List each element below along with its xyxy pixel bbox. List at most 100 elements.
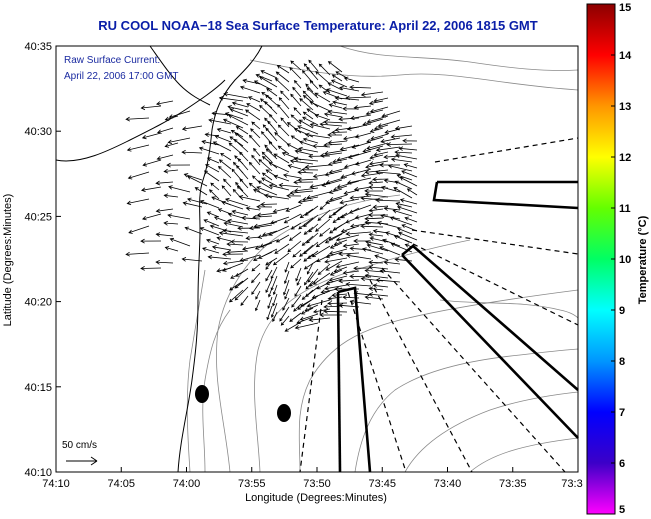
current-vector — [338, 251, 360, 257]
current-vector — [252, 188, 273, 199]
current-vector — [217, 208, 232, 215]
current-vector — [125, 116, 150, 122]
current-vector — [315, 218, 331, 232]
current-vector — [212, 141, 232, 152]
current-vector — [155, 208, 174, 214]
current-vector — [316, 254, 331, 263]
current-vector — [155, 100, 174, 106]
current-vector — [248, 161, 261, 175]
current-timestamp: April 22, 2006 17:00 GMT — [64, 71, 179, 82]
current-vector — [278, 182, 302, 188]
current-vector — [372, 204, 389, 210]
current-vector — [292, 249, 302, 258]
current-vector — [297, 177, 319, 183]
current-vector — [245, 206, 261, 211]
current-vector — [298, 217, 314, 230]
current-vector — [330, 79, 348, 88]
current-vector — [268, 141, 278, 151]
current-vector — [298, 119, 314, 129]
current-label: Raw Surface Current: — [64, 55, 160, 66]
current-vector — [336, 212, 348, 221]
current-vector — [331, 130, 348, 135]
current-vector — [251, 121, 261, 130]
current-vector — [366, 115, 389, 124]
current-vector — [229, 108, 249, 117]
current-vector — [306, 232, 319, 244]
current-vector — [360, 91, 384, 97]
colorbar-tick-label: 12 — [619, 152, 631, 164]
current-vector — [327, 161, 343, 167]
current-vector — [360, 196, 384, 201]
current-vector — [327, 61, 343, 73]
current-vector — [228, 114, 249, 126]
current-vector — [250, 128, 261, 139]
x-tick-label: 73:55 — [238, 478, 266, 490]
current-vector — [365, 240, 384, 246]
colorbar-tick-label: 6 — [619, 458, 625, 470]
current-vector — [223, 92, 249, 99]
current-vector — [261, 177, 278, 187]
current-vector — [321, 179, 343, 187]
current-vector — [349, 114, 372, 121]
current-vector — [187, 197, 208, 205]
current-vector — [354, 213, 372, 220]
current-vector — [289, 159, 314, 165]
current-vector — [270, 266, 278, 280]
current-vector — [169, 237, 191, 247]
current-vector — [234, 132, 249, 144]
colorbar-tick-label: 14 — [619, 50, 632, 62]
current-vector — [164, 246, 179, 252]
current-vector — [251, 263, 261, 272]
chart-title: RU COOL NOAA−18 Sea Surface Temperature:… — [98, 18, 537, 33]
current-vector — [332, 185, 348, 192]
current-vector — [353, 186, 372, 192]
current-vector — [368, 160, 389, 166]
current-vector — [396, 205, 418, 214]
current-vector — [372, 177, 389, 182]
current-vector — [261, 230, 278, 237]
current-vector — [164, 142, 179, 148]
current-vector — [272, 207, 290, 214]
current-vector — [360, 276, 384, 282]
current-vector — [235, 126, 249, 135]
current-vector — [315, 236, 331, 248]
current-vector — [318, 84, 331, 94]
colorbar-tick-label: 13 — [619, 101, 631, 113]
current-vector — [238, 195, 261, 202]
current-vector — [293, 107, 302, 116]
current-vector — [401, 170, 418, 178]
current-vector — [328, 206, 343, 219]
current-vector — [206, 157, 220, 164]
current-vector — [213, 216, 232, 224]
current-vector — [182, 201, 203, 208]
current-vector — [230, 239, 249, 245]
current-vector — [140, 266, 162, 271]
current-vector — [284, 321, 302, 332]
current-vector — [277, 103, 290, 119]
current-vector — [342, 270, 360, 275]
current-vector — [256, 186, 278, 196]
current-vector — [372, 283, 389, 288]
current-vector — [287, 164, 302, 170]
current-vector — [260, 70, 278, 79]
current-vector — [265, 269, 273, 282]
current-vector — [181, 125, 203, 131]
current-vector — [386, 142, 413, 147]
current-vector — [128, 225, 150, 234]
current-vector — [289, 67, 302, 80]
current-vector — [260, 202, 278, 207]
current-vector — [235, 268, 249, 277]
current-vector — [307, 250, 319, 259]
current-vector — [328, 103, 343, 109]
current-vector — [319, 122, 343, 127]
current-vector — [309, 122, 331, 130]
current-vector — [305, 286, 319, 298]
current-vector — [168, 185, 191, 193]
current-vector — [368, 292, 389, 297]
current-vector — [389, 216, 413, 226]
current-vector — [306, 262, 314, 275]
y-tick-label: 40:35 — [24, 41, 52, 53]
current-vector — [274, 77, 290, 92]
current-vector — [233, 138, 249, 153]
current-vector — [125, 251, 150, 257]
